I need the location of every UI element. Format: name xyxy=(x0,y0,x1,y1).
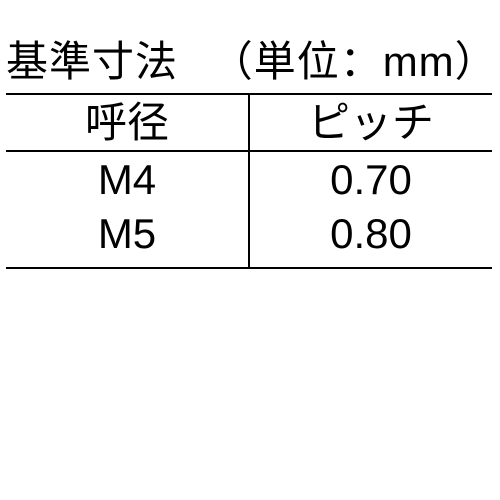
table-row: M5 0.80 xyxy=(6,206,492,268)
page: 基準寸法 （単位：mm） 呼径 ピッチ M4 0.70 M5 0.80 xyxy=(0,0,500,500)
col-header-diameter: 呼径 xyxy=(6,94,249,151)
cell-pitch: 0.80 xyxy=(249,206,492,268)
table-row: M4 0.70 xyxy=(6,151,492,207)
col-header-pitch: ピッチ xyxy=(249,94,492,151)
table-caption: 基準寸法 （単位：mm） xyxy=(0,28,500,89)
cell-diameter: M4 xyxy=(6,151,249,207)
unit-label: （単位：mm） xyxy=(211,38,498,85)
title-text: 基準寸法 xyxy=(6,38,178,85)
dimensions-table: 呼径 ピッチ M4 0.70 M5 0.80 xyxy=(6,93,492,269)
cell-diameter: M5 xyxy=(6,206,249,268)
cell-pitch: 0.70 xyxy=(249,151,492,207)
table-header-row: 呼径 ピッチ xyxy=(6,94,492,151)
